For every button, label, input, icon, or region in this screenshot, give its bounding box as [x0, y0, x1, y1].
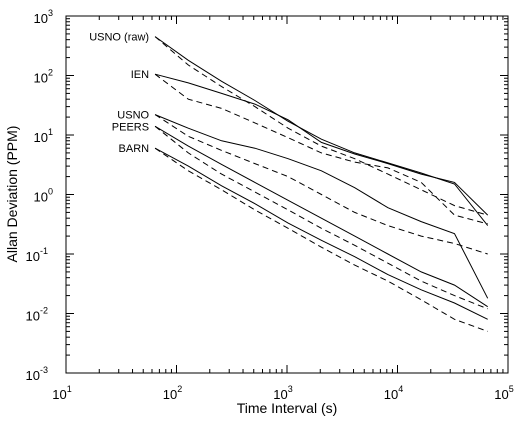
series-line-usno-solid	[154, 114, 489, 299]
series-line-ien-solid	[154, 73, 489, 216]
series-line-barn-dashed	[154, 147, 488, 332]
series-lines	[154, 36, 489, 332]
x-tick-label: 101	[52, 384, 71, 402]
series-line-barn-solid	[154, 147, 488, 320]
y-tick-label: 10-1	[26, 246, 48, 264]
series-line-peers-solid	[154, 125, 488, 308]
axis-ticks	[65, 15, 509, 374]
series-label-barn: BARN	[119, 143, 150, 155]
series-label-ien: IEN	[131, 69, 149, 81]
y-tick-label: 10-2	[26, 306, 48, 324]
y-tick-label: 102	[34, 68, 53, 86]
y-tick-label: 100	[34, 187, 53, 205]
x-tick-label: 103	[273, 384, 292, 402]
tick-labels: 101 102 103 104 105 10-3 10-2 10-1 100 101 102 103	[26, 8, 514, 402]
series-line-usno-raw-solid	[154, 36, 489, 226]
x-tick-label: 102	[163, 384, 182, 402]
y-tick-label: 103	[34, 8, 53, 26]
y-tick-label: 10-3	[26, 365, 48, 383]
series-line-usno-dashed	[154, 114, 488, 255]
x-axis-title: Time Interval (s)	[237, 400, 338, 416]
y-axis-title: Allan Deviation (PPM)	[4, 126, 20, 263]
x-tick-label: 104	[384, 384, 403, 402]
series-label-usno: USNO	[117, 110, 149, 122]
series-line-usno-raw-dashed	[154, 36, 488, 216]
series-label-usno-raw: USNO (raw)	[89, 32, 149, 44]
y-tick-label: 101	[34, 127, 53, 145]
series-label-peers: PEERS	[112, 121, 149, 133]
series-line-peers-dashed	[154, 125, 488, 310]
series-line-ien-dashed	[154, 73, 488, 225]
x-tick-label: 105	[494, 384, 513, 402]
